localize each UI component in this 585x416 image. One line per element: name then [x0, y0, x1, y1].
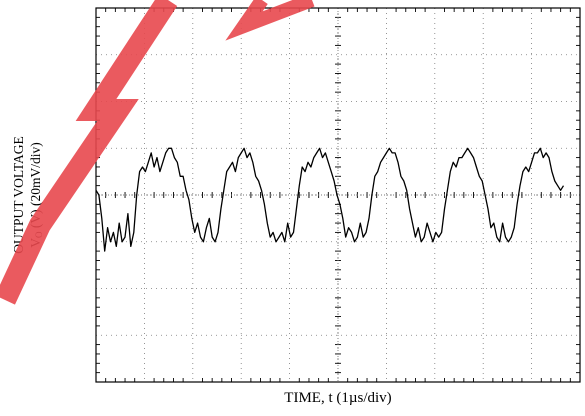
y-axis-variable: V — [28, 238, 43, 248]
division-ticks — [96, 8, 580, 382]
x-axis-label: TIME, t (1µs/div) — [284, 390, 392, 406]
y-axis-label-line2: VO (V) (20mV/div) — [27, 136, 48, 254]
y-axis-units: (V) (20mV/div) — [28, 142, 43, 232]
output-voltage-trace — [95, 147, 565, 252]
y-axis-subscript: O — [34, 231, 44, 239]
y-axis-label-line1: OUTPUT VOLTAGE — [11, 136, 26, 254]
